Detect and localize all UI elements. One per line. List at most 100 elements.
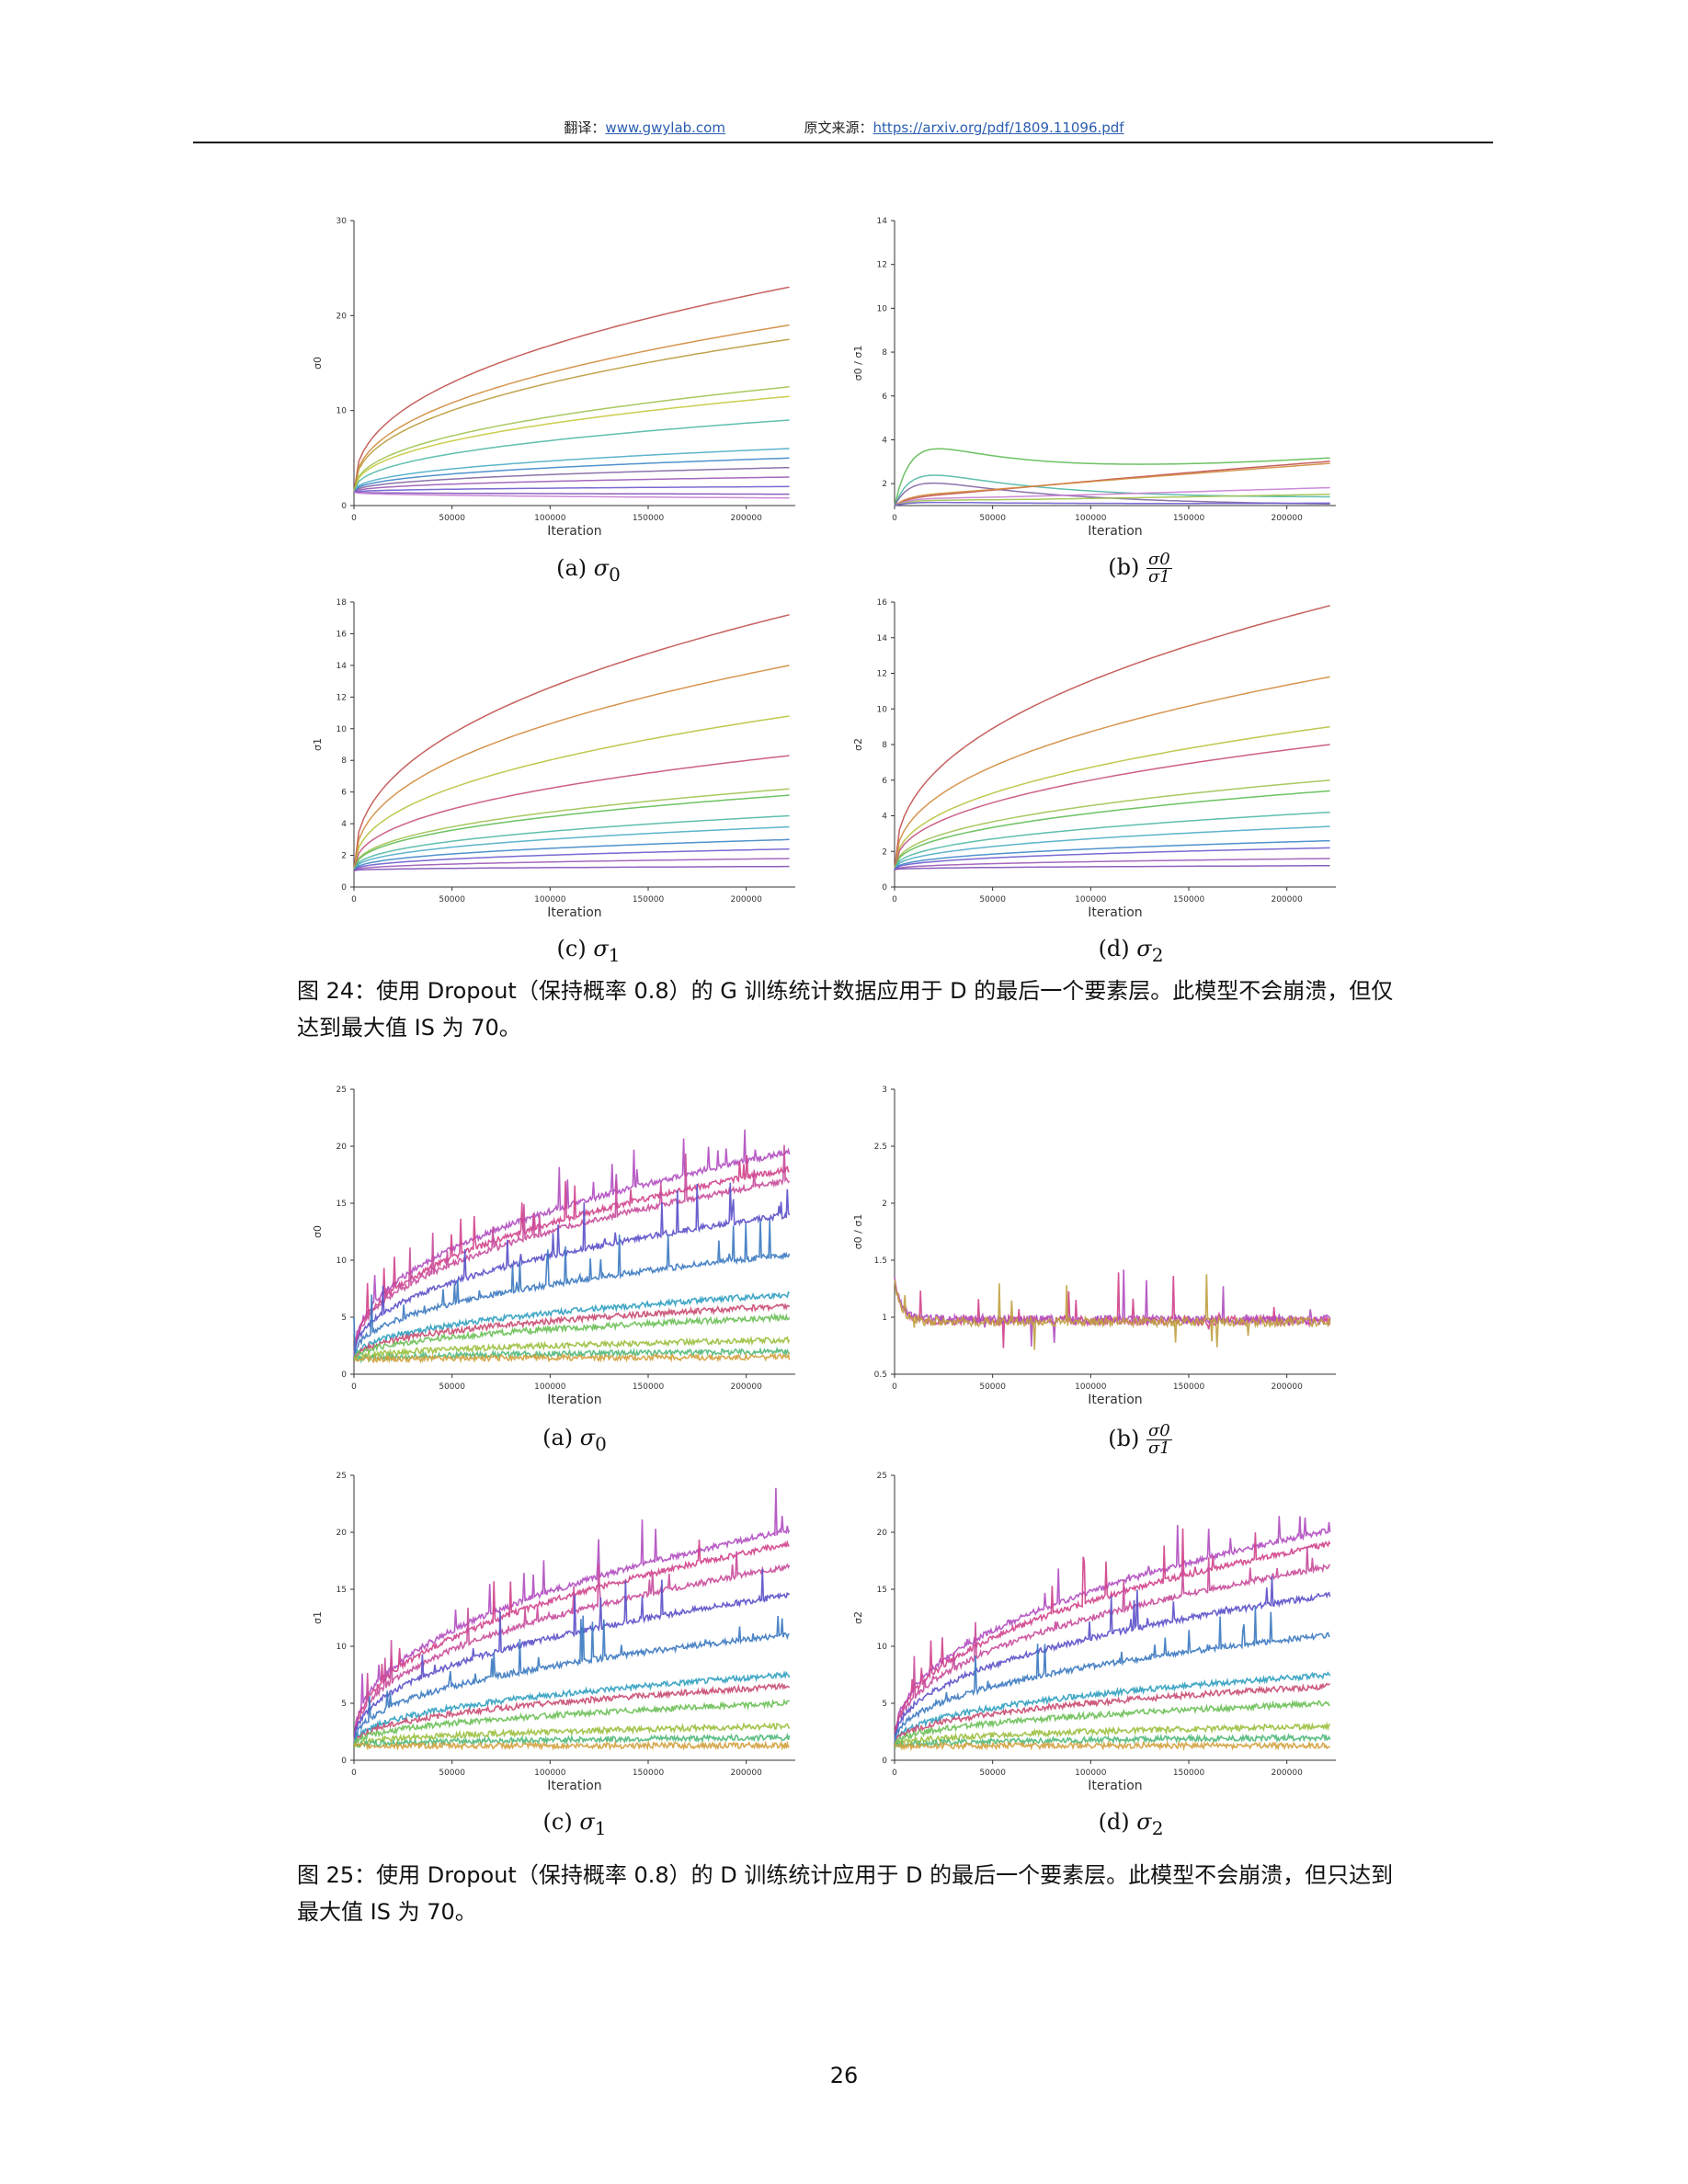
series-line bbox=[353, 1739, 790, 1751]
y-axis-label: σ0 bbox=[312, 1225, 324, 1238]
fig25-caption: 图 25：使用 Dropout（保持概率 0.8）的 D 训练统计应用于 D 的… bbox=[297, 1862, 1394, 1925]
series-line bbox=[894, 462, 1330, 506]
series-line bbox=[353, 614, 790, 871]
chart-f24b: 0 50000 100000 150000 200000 2 4 6 8 10 12 14 Iterat… bbox=[852, 217, 1336, 539]
x-tick-label: 50000 bbox=[439, 1382, 465, 1392]
series-line bbox=[353, 419, 790, 493]
series-line bbox=[894, 1699, 1330, 1748]
series-line bbox=[353, 338, 790, 493]
x-tick-label: 100000 bbox=[534, 895, 566, 904]
y-tick-label: 10 bbox=[877, 304, 888, 313]
fig24-caption-b: (b) σ0 σ1 bbox=[1108, 550, 1172, 586]
page-header: 翻译：www.gwylab.com 原文来源：https://arxiv.org… bbox=[0, 118, 1688, 137]
chart-f25c: 0 50000 100000 150000 200000 0 5 10 15 20 25 Iterat… bbox=[312, 1472, 795, 1793]
x-tick-label: 200000 bbox=[730, 895, 762, 904]
series-line bbox=[894, 494, 1330, 506]
x-tick-label: 150000 bbox=[1173, 1769, 1205, 1778]
fig25-caption-d: (d) σ2 bbox=[1098, 1809, 1164, 1839]
y-axis-label: σ0 bbox=[312, 357, 324, 370]
fig25-panel-d: 0 50000 100000 150000 200000 0 5 10 15 20 25 Iterat… bbox=[844, 1462, 1359, 1806]
x-tick-label: 0 bbox=[892, 895, 897, 904]
series-line bbox=[894, 676, 1330, 870]
series-line bbox=[353, 1487, 791, 1747]
y-tick-label: 18 bbox=[336, 598, 348, 608]
y-tick-label: 0 bbox=[341, 1371, 347, 1380]
series-line bbox=[894, 790, 1330, 870]
x-tick-label: 50000 bbox=[979, 895, 1006, 904]
y-tick-label: 4 bbox=[882, 813, 887, 822]
series-line bbox=[353, 1129, 791, 1359]
series-line bbox=[353, 755, 790, 871]
x-tick-label: 200000 bbox=[1271, 514, 1303, 523]
series-line bbox=[353, 1682, 791, 1746]
x-tick-label: 100000 bbox=[1075, 1769, 1107, 1778]
x-tick-label: 150000 bbox=[1173, 1382, 1205, 1392]
series-line bbox=[353, 286, 790, 493]
y-tick-label: 0 bbox=[341, 883, 347, 893]
y-axis-label: σ0 / σ1 bbox=[852, 1214, 864, 1250]
series-line bbox=[894, 1721, 1331, 1748]
source-label: 原文来源： bbox=[804, 119, 873, 136]
x-tick-label: 100000 bbox=[534, 514, 566, 523]
series-line bbox=[894, 1546, 1331, 1748]
chart-f25b: 0 50000 100000 150000 200000 0.5 1 1.5 2 2.5 3 Iter… bbox=[852, 1086, 1336, 1407]
fig25-caption-b: (b) σ0 σ1 bbox=[1108, 1421, 1172, 1458]
fig25-panel-b: 0 50000 100000 150000 200000 0.5 1 1.5 2 2.5 3 Iter… bbox=[844, 1075, 1359, 1420]
y-tick-label: 10 bbox=[877, 705, 888, 714]
y-tick-label: 2 bbox=[341, 852, 347, 861]
y-tick-label: 5 bbox=[341, 1700, 347, 1709]
y-tick-label: 15 bbox=[877, 1586, 887, 1595]
x-tick-label: 50000 bbox=[979, 1382, 1006, 1392]
y-tick-label: 6 bbox=[882, 777, 887, 786]
y-axis-label: σ0 / σ1 bbox=[852, 346, 864, 381]
fig24-caption-d: (d) σ2 bbox=[1098, 936, 1164, 966]
x-tick-label: 0 bbox=[351, 1769, 357, 1778]
x-tick-label: 50000 bbox=[439, 895, 465, 904]
series-line bbox=[894, 1516, 1331, 1746]
series-line bbox=[894, 1269, 1331, 1347]
fig24-caption-c: (c) σ1 bbox=[556, 936, 621, 966]
source-link[interactable]: https://arxiv.org/pdf/1809.11096.pdf bbox=[873, 119, 1124, 136]
y-tick-label: 2 bbox=[882, 480, 887, 489]
series-line bbox=[353, 788, 790, 871]
y-tick-label: 0 bbox=[341, 502, 347, 511]
x-tick-label: 150000 bbox=[633, 895, 665, 904]
y-tick-label: 20 bbox=[877, 1529, 888, 1538]
y-tick-label: 4 bbox=[341, 820, 347, 829]
y-tick-label: 2.5 bbox=[874, 1143, 887, 1152]
x-tick-label: 150000 bbox=[1173, 895, 1205, 904]
series-line bbox=[894, 825, 1330, 870]
y-tick-label: 10 bbox=[877, 1643, 888, 1652]
series-line bbox=[894, 1607, 1330, 1749]
x-tick-label: 100000 bbox=[534, 1769, 566, 1778]
x-axis-label: Iteration bbox=[1088, 905, 1142, 920]
fig25-caption-a: (a) σ0 bbox=[542, 1425, 607, 1455]
series-line bbox=[353, 386, 790, 493]
x-tick-label: 50000 bbox=[979, 514, 1006, 523]
x-tick-label: 150000 bbox=[1173, 514, 1205, 523]
series-line bbox=[894, 725, 1330, 870]
y-tick-label: 0 bbox=[882, 883, 887, 893]
series-line bbox=[894, 779, 1330, 870]
y-tick-label: 30 bbox=[336, 217, 348, 226]
y-tick-label: 25 bbox=[336, 1472, 347, 1481]
series-line bbox=[894, 811, 1330, 870]
fig25-caption-c: (c) σ1 bbox=[542, 1809, 607, 1839]
x-axis-label: Iteration bbox=[1088, 1393, 1142, 1407]
y-axis-label: σ2 bbox=[852, 738, 864, 751]
x-tick-label: 100000 bbox=[1075, 1382, 1107, 1392]
x-tick-label: 100000 bbox=[1075, 514, 1107, 523]
translate-link[interactable]: www.gwylab.com bbox=[605, 119, 725, 136]
series-line bbox=[353, 1539, 790, 1747]
series-line bbox=[894, 605, 1330, 870]
series-line bbox=[353, 324, 790, 493]
series-line bbox=[894, 1682, 1330, 1748]
y-tick-label: 2 bbox=[882, 847, 887, 857]
fig25-panel-c: 0 50000 100000 150000 200000 0 5 10 15 20 25 Iterat… bbox=[303, 1462, 818, 1806]
y-axis-label: σ1 bbox=[312, 738, 324, 751]
series-line bbox=[353, 1615, 790, 1748]
x-tick-label: 200000 bbox=[1271, 895, 1303, 904]
x-tick-label: 100000 bbox=[1075, 895, 1107, 904]
y-tick-label: 12 bbox=[336, 693, 347, 702]
series-line bbox=[894, 1739, 1330, 1752]
